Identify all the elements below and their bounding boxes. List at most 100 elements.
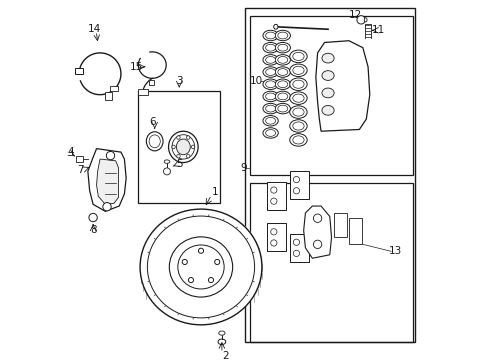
- Circle shape: [293, 188, 299, 194]
- Ellipse shape: [265, 44, 275, 51]
- Ellipse shape: [263, 79, 278, 89]
- Ellipse shape: [292, 122, 304, 130]
- Ellipse shape: [265, 117, 275, 124]
- Ellipse shape: [292, 52, 304, 60]
- Ellipse shape: [289, 106, 306, 118]
- Circle shape: [198, 248, 203, 253]
- Bar: [244, 8, 414, 342]
- Bar: [76, 156, 82, 162]
- Ellipse shape: [265, 69, 275, 76]
- Bar: [249, 184, 412, 342]
- Circle shape: [208, 278, 213, 283]
- Ellipse shape: [292, 94, 304, 102]
- Ellipse shape: [277, 57, 287, 63]
- Circle shape: [89, 213, 97, 222]
- Ellipse shape: [275, 67, 290, 77]
- Text: 5: 5: [176, 159, 182, 170]
- Bar: [138, 91, 220, 203]
- Ellipse shape: [140, 209, 262, 325]
- Circle shape: [214, 260, 219, 265]
- Ellipse shape: [168, 131, 198, 163]
- Ellipse shape: [275, 42, 290, 53]
- Ellipse shape: [149, 135, 160, 148]
- Circle shape: [106, 152, 115, 160]
- Text: 4: 4: [67, 147, 74, 157]
- Circle shape: [171, 145, 175, 149]
- Ellipse shape: [169, 237, 232, 297]
- Circle shape: [186, 154, 189, 158]
- Ellipse shape: [277, 44, 287, 51]
- Circle shape: [270, 187, 276, 193]
- Circle shape: [182, 260, 187, 265]
- Ellipse shape: [263, 42, 278, 53]
- Ellipse shape: [263, 67, 278, 77]
- Polygon shape: [96, 159, 118, 204]
- Ellipse shape: [289, 78, 306, 90]
- Ellipse shape: [321, 105, 333, 115]
- Ellipse shape: [146, 132, 163, 151]
- Circle shape: [293, 239, 299, 246]
- Ellipse shape: [263, 91, 278, 102]
- Circle shape: [176, 154, 180, 158]
- Ellipse shape: [292, 136, 304, 144]
- Ellipse shape: [289, 120, 306, 132]
- Bar: [105, 92, 111, 100]
- Circle shape: [186, 136, 189, 139]
- Bar: [110, 86, 118, 91]
- Bar: [138, 89, 148, 95]
- Text: 7: 7: [78, 165, 84, 175]
- Ellipse shape: [292, 66, 304, 75]
- Bar: [333, 213, 346, 237]
- Ellipse shape: [277, 32, 287, 39]
- Ellipse shape: [277, 69, 287, 76]
- Ellipse shape: [265, 105, 275, 112]
- Circle shape: [313, 240, 321, 248]
- Ellipse shape: [289, 134, 306, 146]
- Ellipse shape: [263, 128, 278, 138]
- Bar: [289, 234, 308, 262]
- Bar: [289, 171, 308, 199]
- Ellipse shape: [178, 245, 224, 289]
- Ellipse shape: [321, 53, 333, 63]
- Text: 2: 2: [222, 351, 228, 360]
- Ellipse shape: [265, 130, 275, 136]
- Bar: [348, 218, 362, 244]
- Circle shape: [293, 176, 299, 183]
- Ellipse shape: [265, 32, 275, 39]
- Ellipse shape: [263, 55, 278, 65]
- Ellipse shape: [321, 71, 333, 80]
- Text: 14: 14: [88, 23, 101, 33]
- Circle shape: [356, 16, 365, 24]
- Bar: [266, 224, 285, 251]
- Ellipse shape: [275, 55, 290, 65]
- Circle shape: [270, 198, 276, 204]
- Text: 1: 1: [211, 187, 218, 197]
- Polygon shape: [88, 149, 126, 211]
- Ellipse shape: [364, 18, 366, 22]
- Ellipse shape: [292, 80, 304, 88]
- Ellipse shape: [321, 88, 333, 98]
- Circle shape: [293, 250, 299, 257]
- Circle shape: [188, 278, 193, 283]
- Ellipse shape: [275, 103, 290, 114]
- Text: 11: 11: [371, 25, 385, 35]
- Polygon shape: [315, 41, 369, 131]
- Text: 8: 8: [90, 225, 96, 235]
- Ellipse shape: [176, 139, 190, 155]
- Circle shape: [270, 240, 276, 246]
- Ellipse shape: [275, 79, 290, 89]
- Circle shape: [102, 203, 111, 211]
- Ellipse shape: [275, 30, 290, 41]
- Ellipse shape: [265, 57, 275, 63]
- Ellipse shape: [164, 160, 169, 163]
- Circle shape: [163, 168, 170, 175]
- Ellipse shape: [277, 81, 287, 87]
- Ellipse shape: [277, 105, 287, 112]
- Text: 10: 10: [249, 76, 263, 86]
- Ellipse shape: [289, 92, 306, 104]
- Ellipse shape: [275, 91, 290, 102]
- Bar: [75, 68, 83, 74]
- Ellipse shape: [218, 331, 224, 335]
- Bar: [266, 182, 285, 210]
- Text: 12: 12: [348, 10, 362, 20]
